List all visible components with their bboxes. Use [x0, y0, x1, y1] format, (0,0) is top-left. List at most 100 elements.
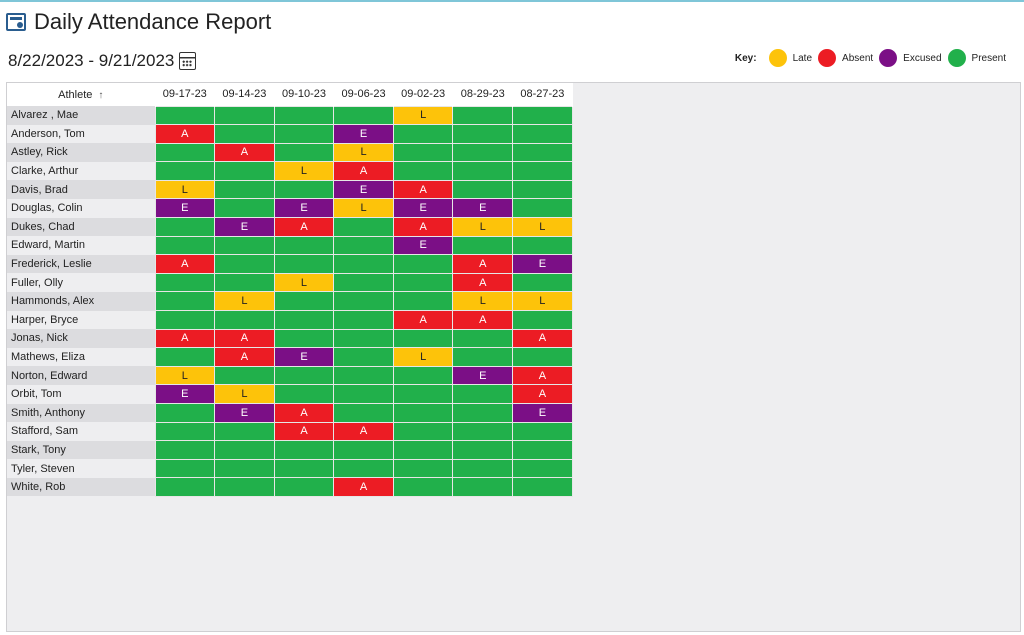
attendance-cell[interactable]: A: [392, 310, 454, 330]
attendance-cell[interactable]: A: [214, 347, 275, 367]
attendance-cell[interactable]: L: [392, 347, 454, 367]
date-column-header[interactable]: 09-02-23: [393, 83, 454, 106]
attendance-cell[interactable]: [452, 440, 514, 460]
attendance-cell[interactable]: A: [392, 179, 454, 200]
attendance-cell[interactable]: [214, 310, 275, 330]
attendance-cell[interactable]: [273, 310, 335, 330]
attendance-cell[interactable]: [273, 254, 335, 274]
attendance-cell[interactable]: [392, 142, 454, 163]
attendance-cell[interactable]: [333, 328, 394, 349]
attendance-cell[interactable]: L: [512, 217, 573, 237]
attendance-cell[interactable]: [512, 440, 573, 460]
attendance-cell[interactable]: [214, 477, 275, 497]
attendance-cell[interactable]: [452, 347, 514, 367]
attendance-cell[interactable]: [214, 365, 275, 386]
attendance-cell[interactable]: A: [512, 328, 573, 349]
attendance-cell[interactable]: [452, 124, 514, 144]
attendance-cell[interactable]: [452, 328, 514, 349]
attendance-cell[interactable]: [512, 198, 573, 219]
attendance-cell[interactable]: E: [273, 347, 335, 367]
attendance-cell[interactable]: E: [273, 198, 335, 219]
attendance-cell[interactable]: A: [214, 328, 275, 349]
attendance-cell[interactable]: [392, 403, 454, 423]
attendance-cell[interactable]: L: [154, 179, 216, 200]
attendance-cell[interactable]: A: [512, 365, 573, 386]
attendance-cell[interactable]: A: [154, 124, 216, 144]
attendance-cell[interactable]: E: [154, 384, 216, 404]
attendance-cell[interactable]: [392, 440, 454, 460]
attendance-cell[interactable]: [273, 124, 335, 144]
attendance-cell[interactable]: A: [154, 254, 216, 274]
attendance-cell[interactable]: [512, 272, 573, 293]
attendance-cell[interactable]: [512, 105, 573, 126]
attendance-cell[interactable]: [273, 291, 335, 312]
attendance-cell[interactable]: A: [154, 328, 216, 349]
attendance-cell[interactable]: [154, 440, 216, 460]
attendance-cell[interactable]: A: [392, 217, 454, 237]
attendance-cell[interactable]: [214, 198, 275, 219]
attendance-cell[interactable]: [214, 254, 275, 274]
attendance-cell[interactable]: [333, 235, 394, 256]
attendance-cell[interactable]: A: [512, 384, 573, 404]
attendance-cell[interactable]: [392, 384, 454, 404]
attendance-cell[interactable]: [392, 124, 454, 144]
attendance-cell[interactable]: [333, 310, 394, 330]
attendance-cell[interactable]: [214, 105, 275, 126]
attendance-cell[interactable]: [392, 161, 454, 181]
attendance-cell[interactable]: [452, 142, 514, 163]
attendance-cell[interactable]: E: [512, 403, 573, 423]
attendance-cell[interactable]: E: [214, 403, 275, 423]
attendance-cell[interactable]: L: [392, 105, 454, 126]
attendance-cell[interactable]: A: [273, 403, 335, 423]
attendance-cell[interactable]: [273, 384, 335, 404]
attendance-cell[interactable]: [512, 347, 573, 367]
attendance-cell[interactable]: L: [512, 291, 573, 312]
attendance-cell[interactable]: [512, 310, 573, 330]
attendance-cell[interactable]: [273, 477, 335, 497]
attendance-cell[interactable]: [452, 477, 514, 497]
attendance-cell[interactable]: [333, 217, 394, 237]
attendance-cell[interactable]: [392, 254, 454, 274]
attendance-cell[interactable]: [273, 328, 335, 349]
attendance-cell[interactable]: [392, 365, 454, 386]
attendance-cell[interactable]: [154, 310, 216, 330]
attendance-cell[interactable]: [392, 291, 454, 312]
attendance-cell[interactable]: [452, 421, 514, 442]
athlete-column-header[interactable]: Athlete ↑: [7, 83, 156, 106]
attendance-cell[interactable]: L: [273, 272, 335, 293]
attendance-cell[interactable]: L: [452, 291, 514, 312]
attendance-cell[interactable]: E: [392, 235, 454, 256]
attendance-cell[interactable]: [512, 421, 573, 442]
date-column-header[interactable]: 08-29-23: [452, 83, 514, 106]
attendance-cell[interactable]: [214, 235, 275, 256]
attendance-cell[interactable]: [154, 272, 216, 293]
attendance-cell[interactable]: E: [452, 198, 514, 219]
attendance-cell[interactable]: [273, 142, 335, 163]
attendance-cell[interactable]: [214, 161, 275, 181]
attendance-cell[interactable]: A: [273, 421, 335, 442]
attendance-cell[interactable]: [154, 291, 216, 312]
attendance-cell[interactable]: [512, 179, 573, 200]
attendance-cell[interactable]: [333, 365, 394, 386]
attendance-cell[interactable]: A: [452, 272, 514, 293]
attendance-cell[interactable]: A: [333, 477, 394, 497]
attendance-cell[interactable]: [512, 142, 573, 163]
attendance-cell[interactable]: [273, 458, 335, 479]
attendance-cell[interactable]: [154, 105, 216, 126]
date-column-header[interactable]: 09-17-23: [155, 83, 216, 106]
attendance-cell[interactable]: [512, 477, 573, 497]
attendance-cell[interactable]: [273, 235, 335, 256]
attendance-cell[interactable]: L: [452, 217, 514, 237]
date-column-header[interactable]: 08-27-23: [512, 83, 573, 106]
attendance-cell[interactable]: A: [333, 161, 394, 181]
attendance-cell[interactable]: E: [333, 179, 394, 200]
attendance-cell[interactable]: [214, 179, 275, 200]
attendance-cell[interactable]: L: [273, 161, 335, 181]
attendance-cell[interactable]: [273, 365, 335, 386]
attendance-cell[interactable]: [392, 421, 454, 442]
attendance-cell[interactable]: [154, 161, 216, 181]
attendance-cell[interactable]: [333, 291, 394, 312]
attendance-cell[interactable]: [154, 458, 216, 479]
attendance-cell[interactable]: [273, 179, 335, 200]
date-column-header[interactable]: 09-10-23: [274, 83, 335, 106]
